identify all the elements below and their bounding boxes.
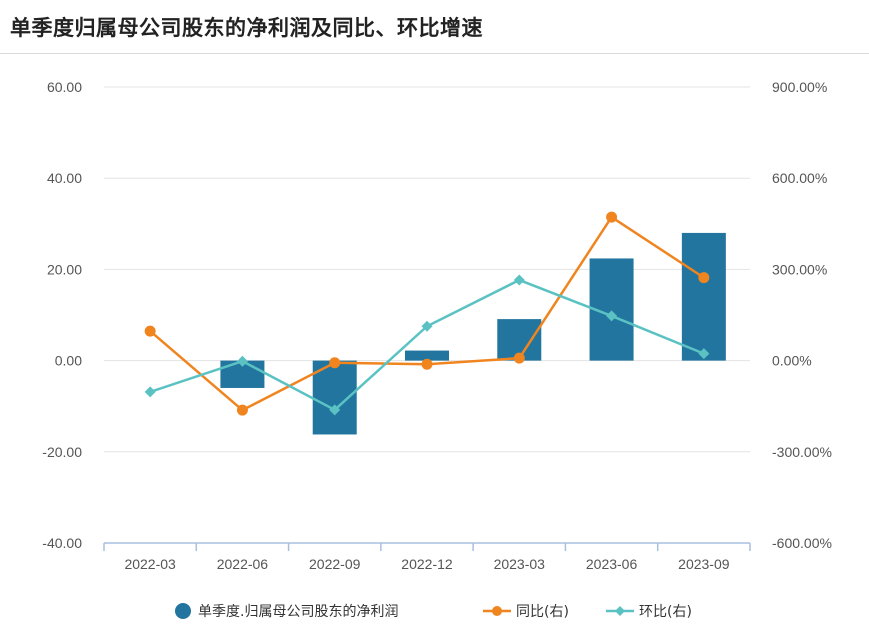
line-point [236,404,248,416]
line-point [698,272,710,284]
bar [405,350,449,361]
line-point [698,348,710,360]
legend-label: 环比(右) [639,604,692,620]
x-tick-label: 2023-09 [678,556,730,572]
y-right-tick-label: 300.00% [772,261,827,277]
legend-label: 单季度.归属母公司股东的净利润 [198,603,398,620]
x-tick-label: 2022-12 [401,556,453,572]
line-point [144,325,156,337]
line-point [236,355,248,367]
legend-point-marker [492,606,502,616]
line-point [606,211,618,223]
axes: -40.00 -20.00 0.00 20.00 40.00 60.00 -600.00% -… [42,79,832,572]
y-right-tick-label: 600.00% [772,170,827,186]
line-point [329,357,341,369]
y-right-tick-label: 900.00% [772,79,827,95]
line-series [144,211,710,416]
title-divider [0,53,869,54]
x-tick-label: 2022-09 [309,556,361,572]
y-left-tick-label: 20.00 [47,261,82,277]
y-left-tick-label: 0.00 [55,353,82,369]
y-left-tick-label: 60.00 [47,79,82,95]
legend: 单季度.归属母公司股东的净利润 同比(右) 环比(右) [175,603,692,620]
line-point [421,358,433,370]
legend-bar-marker [175,603,191,619]
y-left-tick-label: 40.00 [47,170,82,186]
y-right-tick-label: 0.00% [772,353,812,369]
line-point [513,352,525,364]
line-point [144,386,156,398]
line-point [329,404,341,416]
bar [681,232,726,361]
y-right-tick-label: -300.00% [772,444,832,460]
line-point [513,274,525,286]
y-right-tick-label: -600.00% [772,535,832,551]
x-tick-label: 2022-06 [217,556,269,572]
chart-title: 单季度归属母公司股东的净利润及同比、环比增速 [10,16,483,40]
line-point [606,310,618,322]
grid-lines [104,86,750,453]
y-left-tick-label: -20.00 [42,444,82,460]
x-tick-label: 2022-03 [124,556,176,572]
legend-point-marker [615,606,625,616]
line-point [421,320,433,332]
y-left-tick-label: -40.00 [42,535,82,551]
bar-series [220,232,726,435]
legend-label: 同比(右) [516,604,569,620]
x-tick-label: 2023-03 [494,556,546,572]
x-tick-label: 2023-06 [586,556,638,572]
